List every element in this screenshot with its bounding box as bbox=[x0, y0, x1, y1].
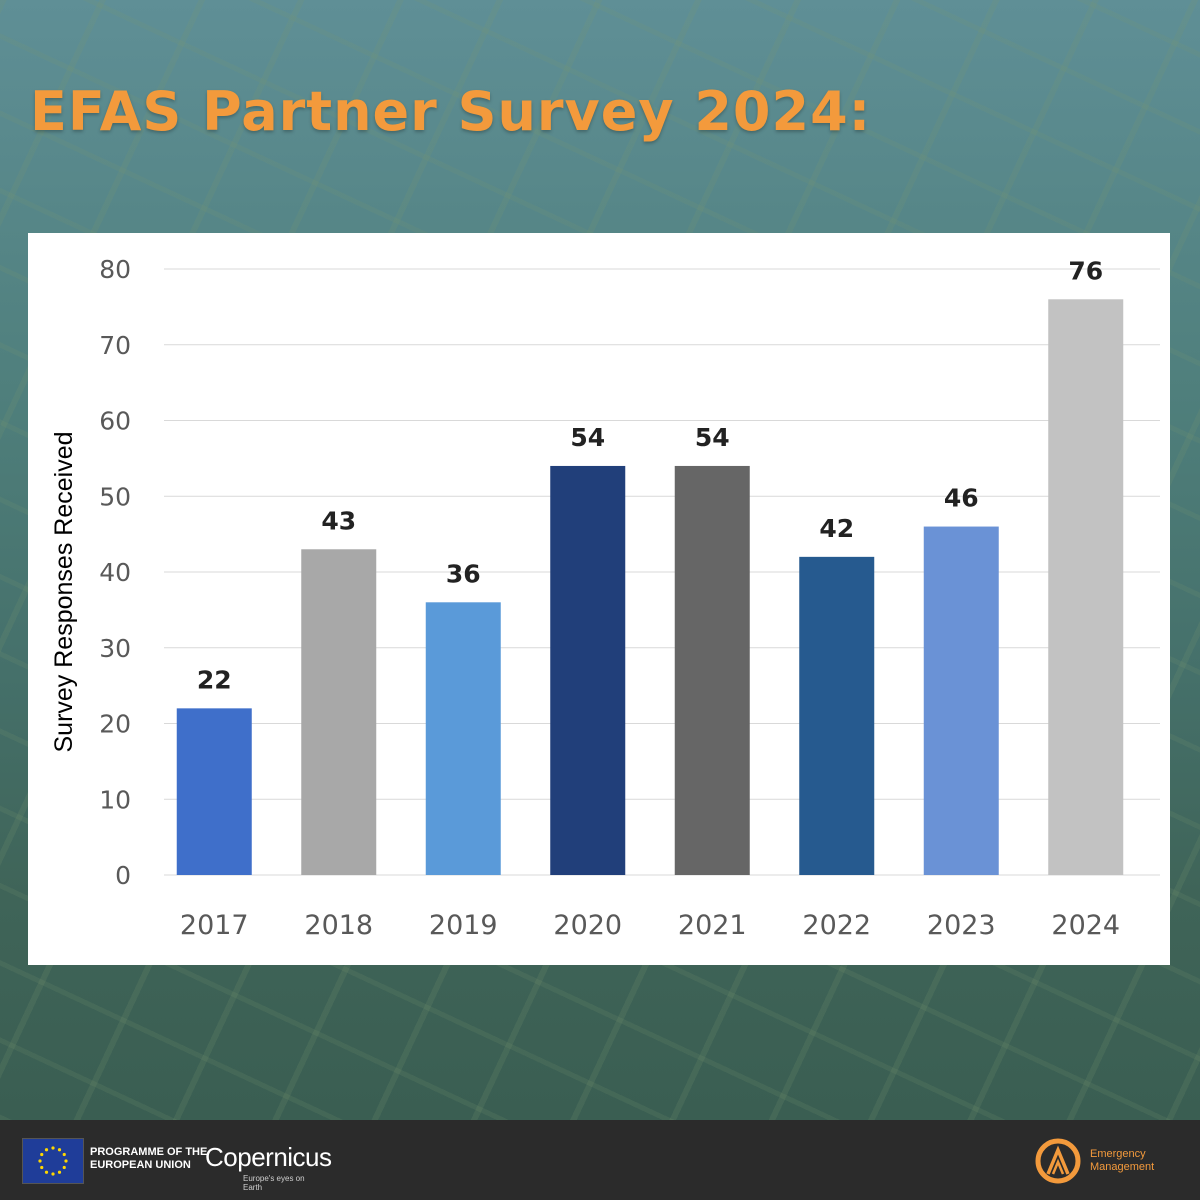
y-tick-label: 30 bbox=[99, 634, 131, 663]
y-tick-label: 80 bbox=[99, 255, 131, 284]
emergency-management-icon bbox=[1035, 1138, 1081, 1184]
x-tick-label: 2017 bbox=[180, 910, 249, 941]
copernicus-name: Copernicus bbox=[205, 1142, 332, 1172]
copernicus-logo: Copernicus Europe's eyes on Earth bbox=[205, 1134, 332, 1192]
data-label: 42 bbox=[819, 514, 854, 543]
programme-line-1: PROGRAMME OF THE bbox=[90, 1146, 208, 1158]
bar bbox=[176, 708, 252, 875]
y-tick-label: 60 bbox=[99, 407, 131, 436]
y-axis-label: Survey Responses Received bbox=[50, 432, 78, 753]
x-tick-label: 2023 bbox=[927, 910, 996, 941]
copernicus-tagline: Europe's eyes on Earth bbox=[243, 1174, 305, 1192]
em-line-2: Management bbox=[1090, 1161, 1155, 1173]
page-title: EFAS Partner Survey 2024: bbox=[30, 80, 872, 143]
x-tick-label: 2020 bbox=[553, 910, 622, 941]
data-label: 36 bbox=[446, 559, 481, 588]
bar bbox=[425, 602, 501, 875]
x-tick-label: 2021 bbox=[678, 910, 747, 941]
programme-text: PROGRAMME OF THE EUROPEAN UNION bbox=[90, 1146, 207, 1172]
programme-line-2: EUROPEAN UNION bbox=[90, 1159, 191, 1171]
bar bbox=[799, 556, 875, 875]
eu-flag-icon bbox=[22, 1138, 84, 1184]
data-label: 43 bbox=[321, 506, 356, 535]
y-tick-label: 0 bbox=[115, 861, 131, 890]
eu-stars-icon bbox=[38, 1146, 68, 1176]
bar bbox=[674, 465, 750, 875]
y-tick-label: 70 bbox=[99, 331, 131, 360]
y-tick-label: 20 bbox=[99, 710, 131, 739]
x-tick-label: 2018 bbox=[304, 910, 373, 941]
y-tick-label: 10 bbox=[99, 785, 131, 814]
data-label: 54 bbox=[695, 423, 730, 452]
data-label: 76 bbox=[1068, 256, 1103, 285]
data-label: 54 bbox=[570, 423, 605, 452]
y-tick-label: 50 bbox=[99, 482, 131, 511]
bar bbox=[923, 526, 999, 875]
emergency-management-text: Emergency Management bbox=[1090, 1148, 1154, 1174]
bar-chart: 0 10 20 30 40 50 60 70 80 Survey Responses Receiv… bbox=[50, 255, 1160, 941]
footer-bar: PROGRAMME OF THE EUROPEAN UNION Copernic… bbox=[0, 1120, 1200, 1200]
chart-card: 0 10 20 30 40 50 60 70 80 Survey Responses Receiv… bbox=[28, 233, 1170, 965]
bar bbox=[550, 465, 626, 875]
data-label: 46 bbox=[944, 484, 979, 513]
data-label: 22 bbox=[197, 665, 232, 694]
y-tick-label: 40 bbox=[99, 558, 131, 587]
x-tick-label: 2022 bbox=[802, 910, 871, 941]
em-line-1: Emergency bbox=[1090, 1148, 1146, 1160]
bar bbox=[1048, 299, 1124, 875]
x-tick-label: 2024 bbox=[1051, 910, 1120, 941]
x-tick-label: 2019 bbox=[429, 910, 498, 941]
bar bbox=[301, 549, 377, 875]
